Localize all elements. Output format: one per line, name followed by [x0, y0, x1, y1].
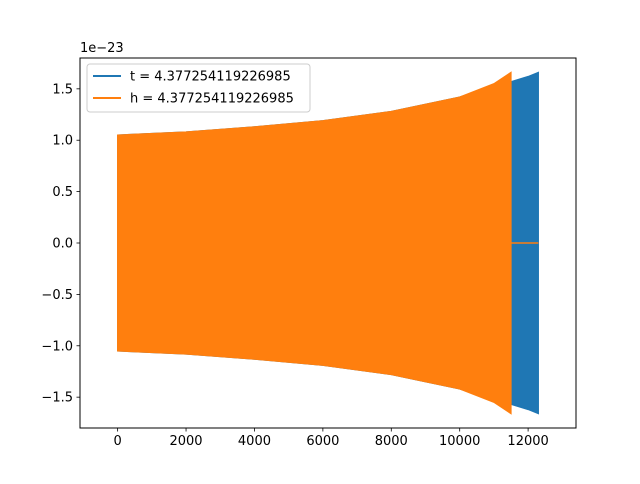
- x-tick-label: 2000: [169, 434, 202, 449]
- y-tick-label: 0.0: [52, 237, 73, 252]
- legend: t = 4.377254119226985 h = 4.3772541192269…: [86, 63, 311, 113]
- x-tick-label: 0: [113, 434, 121, 449]
- x-tick-label: 6000: [306, 434, 339, 449]
- y-tick-label: −0.5: [41, 288, 73, 303]
- legend-label: t = 4.377254119226985: [130, 70, 291, 85]
- y-tick-label: −1.5: [41, 391, 73, 406]
- x-tick-label: 4000: [238, 434, 271, 449]
- series-2-envelope: [117, 71, 512, 415]
- y-tick-label: 1.5: [52, 82, 73, 97]
- x-tick-label: 10000: [439, 434, 480, 449]
- y-tick-label: 1.0: [52, 134, 73, 149]
- y-offset-label: 1e−23: [80, 41, 124, 56]
- legend-box: [86, 63, 311, 113]
- legend-label: h = 4.377254119226985: [130, 92, 294, 107]
- y-tick-label: −1.0: [41, 339, 73, 354]
- y-tick-label: 0.5: [52, 185, 73, 200]
- x-tick-label: 12000: [507, 434, 548, 449]
- x-tick-label: 8000: [375, 434, 408, 449]
